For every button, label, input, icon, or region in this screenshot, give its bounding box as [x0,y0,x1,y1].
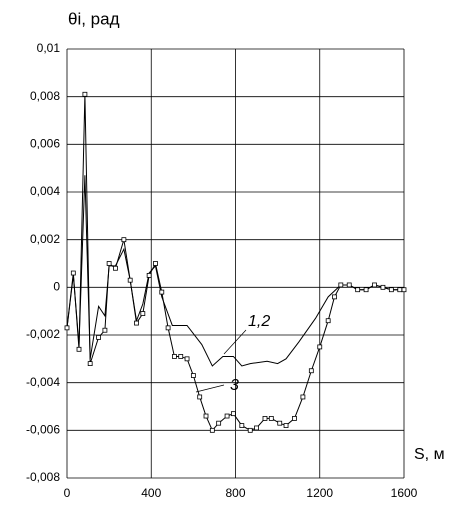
data-point [300,394,306,400]
data-point [355,287,361,293]
data-point [268,416,274,421]
data-point [283,423,289,428]
y-tick-label: -0,004 [26,375,60,389]
data-point [254,425,259,431]
data-point [70,270,76,276]
data-point [159,289,165,295]
leader-line [195,384,225,393]
y-tick-label: -0,008 [26,470,60,484]
data-point [247,427,253,433]
data-point [372,282,377,288]
data-point [239,423,245,428]
data-point [106,261,112,266]
series-annotation: 1,2 [248,313,270,330]
x-tick-label: 1200 [306,486,333,500]
data-point [82,91,88,97]
x-tick-label: 1600 [391,486,418,500]
data-point [209,427,215,433]
x-tick-label: 800 [225,486,245,500]
y-tick-label: 0,008 [30,89,60,103]
data-point [397,287,403,293]
leader-line [223,329,247,355]
data-point [184,356,190,362]
data-point [178,354,184,359]
data-point [140,311,146,316]
data-point [165,325,171,331]
data-point [380,284,386,290]
x-axis-label: S, м [414,446,445,463]
data-point [338,282,344,288]
data-point [64,325,70,331]
data-point [190,373,196,378]
data-point [216,420,222,426]
data-point [121,237,127,243]
data-point [230,411,236,417]
y-tick-label: 0,01 [37,41,61,55]
x-tick-label: 400 [141,486,161,500]
data-point [76,346,82,352]
y-axis-label: θi, рад [68,9,120,28]
data-point [388,287,394,293]
data-point [277,420,283,426]
y-tick-label: 0,004 [30,184,60,198]
data-point [325,318,331,324]
y-tick-label: -0,006 [26,423,60,437]
data-point [172,354,177,359]
data-point [113,265,118,271]
y-tick-label: 0 [53,280,60,294]
series-annotation: 3 [230,377,239,394]
data-point [401,287,407,293]
data-point [146,273,152,278]
y-tick-label: 0,006 [30,137,60,151]
data-point [197,394,203,400]
data-point [203,413,209,419]
data-point [87,361,93,367]
data-point [317,344,323,350]
data-point [308,368,314,374]
y-tick-label: -0,002 [26,327,60,341]
data-point [102,327,108,333]
data-point [332,294,337,300]
y-tick-label: 0,002 [30,232,60,246]
data-point [153,261,158,266]
data-point [127,277,133,283]
data-point [346,282,352,288]
x-tick-label: 0 [64,486,71,500]
data-point [134,320,139,326]
data-point [262,416,268,421]
data-point [96,334,101,340]
data-point [292,416,297,421]
data-point [224,413,230,419]
data-point [363,287,369,293]
